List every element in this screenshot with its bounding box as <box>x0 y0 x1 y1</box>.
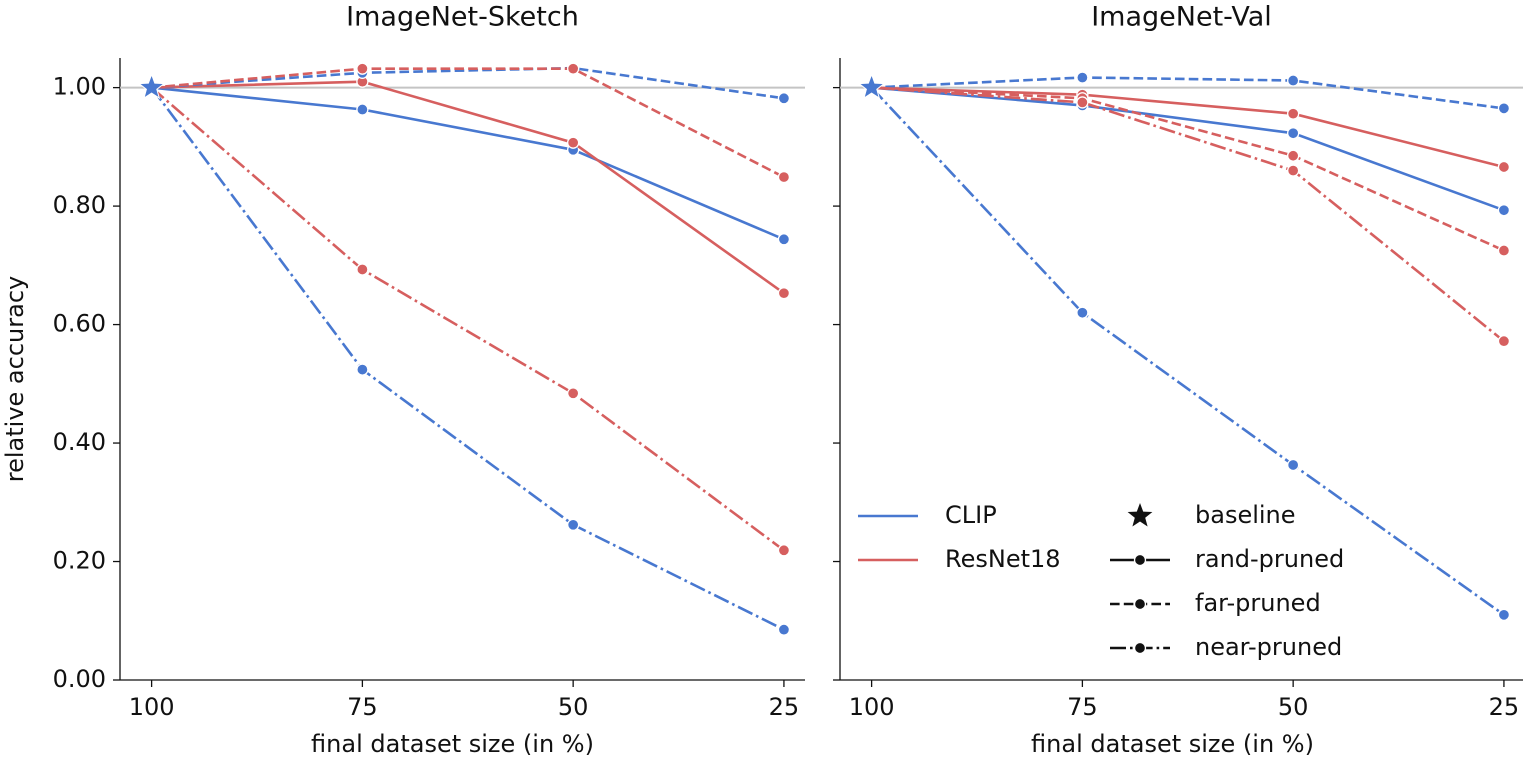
x-tick-label: 50 <box>1278 693 1309 721</box>
y-tick-label: 0.00 <box>53 665 106 693</box>
y-tick-label: 0.40 <box>53 428 106 456</box>
legend: CLIP ResNet18 baseline rand-pruned far-prune… <box>858 501 1344 661</box>
y-tick-label: 0.20 <box>53 547 106 575</box>
legend-label: baseline <box>1195 501 1296 529</box>
y-axis-label: relative accuracy <box>1 276 29 482</box>
series-line <box>870 86 1505 616</box>
series-line <box>871 76 1505 110</box>
series-line <box>151 66 785 100</box>
legend-label: near-pruned <box>1195 633 1342 661</box>
data-point <box>1076 71 1089 84</box>
data-point <box>777 623 791 636</box>
y-tick-label: 0.80 <box>53 191 106 219</box>
series-line <box>151 67 785 179</box>
data-point <box>1287 74 1300 87</box>
subplot: 100 75 50 25 ImageNet-Val final dataset size … <box>833 2 1523 758</box>
baseline-star <box>137 73 166 100</box>
data-point <box>1287 164 1300 177</box>
x-tick-label: 25 <box>769 693 800 721</box>
data-point <box>1287 149 1300 162</box>
series-line <box>871 86 1505 169</box>
chart-title: ImageNet-Sketch <box>346 2 579 33</box>
series-line <box>151 80 785 295</box>
legend-label: far-pruned <box>1195 589 1321 617</box>
x-tick-label: 50 <box>558 693 589 721</box>
x-tick-label: 100 <box>849 693 895 721</box>
series-line <box>871 86 1505 252</box>
data-point <box>1497 204 1511 217</box>
legend-label: rand-pruned <box>1195 545 1344 573</box>
x-axis-label: final dataset size (in %) <box>311 730 594 758</box>
data-point <box>777 287 791 300</box>
data-point <box>1287 458 1300 472</box>
legend-marker <box>1133 553 1147 567</box>
data-point <box>1076 306 1089 319</box>
series-line <box>150 86 785 631</box>
x-tick-label: 25 <box>1489 693 1520 721</box>
data-point <box>777 544 791 557</box>
data-point <box>1076 96 1089 109</box>
baseline-star <box>857 73 886 100</box>
series-line <box>871 86 1505 343</box>
data-point <box>1287 107 1300 120</box>
data-point <box>567 518 580 531</box>
legend-label: ResNet18 <box>945 545 1061 573</box>
data-point <box>356 62 369 75</box>
series-line <box>150 86 785 552</box>
x-axis-label: final dataset size (in %) <box>1031 730 1314 758</box>
x-tick-label: 100 <box>129 693 175 721</box>
y-tick-label: 0.60 <box>53 310 106 338</box>
data-point <box>1497 102 1511 115</box>
data-point <box>1497 608 1511 621</box>
x-tick-label: 75 <box>347 693 378 721</box>
legend-marker <box>1133 641 1147 655</box>
data-point <box>777 233 791 246</box>
legend-label: CLIP <box>945 501 997 529</box>
data-point <box>567 62 580 75</box>
data-point <box>1497 160 1511 174</box>
data-point <box>777 170 791 184</box>
subplot: 0.00 0.20 0.40 0.60 0.80 1.00 100 75 50 25 ImageNe… <box>1 2 805 758</box>
x-tick-label: 75 <box>1067 693 1098 721</box>
legend-star <box>1127 503 1153 527</box>
series-line <box>151 86 785 241</box>
legend-marker <box>1133 597 1147 611</box>
data-point <box>1497 335 1511 348</box>
data-point <box>356 103 369 116</box>
data-point <box>1497 244 1511 257</box>
data-point <box>777 92 791 105</box>
chart-title: ImageNet-Val <box>1091 2 1272 33</box>
data-point <box>356 263 369 276</box>
series-line <box>871 86 1505 212</box>
data-point <box>567 387 580 400</box>
data-point <box>1287 127 1300 140</box>
data-point <box>567 136 580 149</box>
y-tick-label: 1.00 <box>53 73 106 101</box>
data-point <box>356 363 369 376</box>
